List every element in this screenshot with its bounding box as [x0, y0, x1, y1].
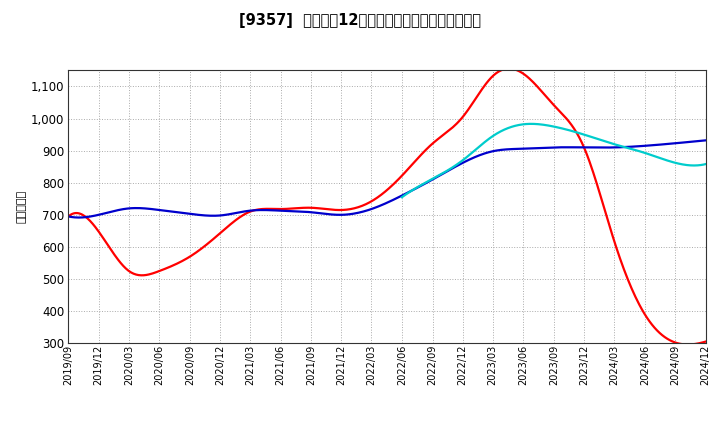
Y-axis label: （百万円）: （百万円）: [17, 190, 27, 224]
Text: [9357]  経常利益12か月移動合計の標準偏差の推移: [9357] 経常利益12か月移動合計の標準偏差の推移: [239, 13, 481, 28]
